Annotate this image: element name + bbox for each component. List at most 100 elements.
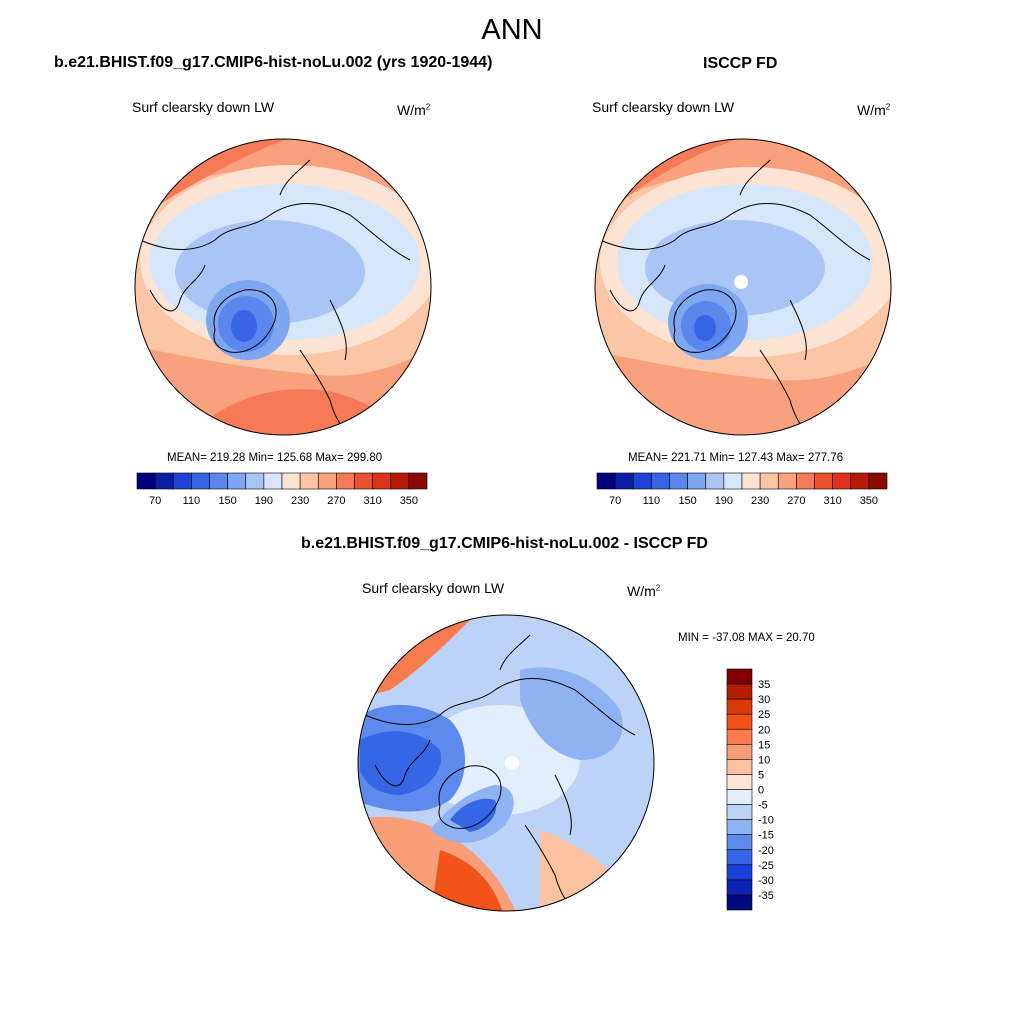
colorbar-3-swatch	[726, 819, 753, 835]
colorbar-3-swatch	[726, 759, 753, 775]
colorbar-1-swatch	[336, 472, 355, 490]
colorbar-3-tick-label: -35	[758, 890, 774, 902]
colorbar-2-swatch	[632, 472, 652, 490]
colorbar-2-tick-label: 270	[787, 495, 805, 507]
colorbar-2-swatch	[669, 472, 688, 490]
colorbar-3-tick-label: 35	[758, 679, 770, 691]
colorbar-2-swatch	[687, 472, 707, 490]
colorbar-2-swatch	[614, 472, 634, 490]
colorbar-3-swatch	[726, 774, 753, 790]
panel-3-variable-label: Surf clearsky down LW	[362, 580, 505, 596]
diff-panel-title: b.e21.BHIST.f09_g17.CMIP6-hist-noLu.002 …	[301, 535, 708, 552]
panel-1-stats: MEAN= 219.28 Min= 125.68 Max= 299.80	[167, 452, 383, 464]
colorbar-2-swatch	[868, 472, 888, 490]
panel-1-title: b.e21.BHIST.f09_g17.CMIP6-hist-noLu.002 …	[54, 54, 493, 71]
colorbar-2-swatch	[651, 472, 670, 490]
colorbar-1-tick-label: 190	[255, 495, 273, 507]
colorbar-2-swatch	[814, 472, 833, 490]
colorbar-3-swatch	[726, 864, 753, 881]
colorbar-2-swatch	[759, 472, 779, 490]
colorbar-1-swatch	[154, 472, 174, 490]
colorbar-2-swatch	[741, 472, 761, 490]
colorbar-2-swatch	[796, 472, 815, 490]
colorbar-3-tick-label: -15	[758, 830, 774, 842]
colorbar-2-swatch	[705, 472, 725, 490]
colorbar-1-swatch	[191, 472, 210, 490]
map-2-coastlines	[599, 159, 871, 435]
colorbar-1-swatch	[245, 472, 265, 490]
colorbar-3: 35 30 25 20 15 10 5 0 -5 -10 -15 -20 -25 -30 -35	[726, 668, 774, 911]
colorbar-3-swatch	[726, 683, 753, 700]
colorbar-3-tick-label: -20	[758, 845, 774, 857]
map-2-border	[594, 138, 892, 436]
colorbar-1-tick-label: 350	[400, 495, 418, 507]
colorbar-2-swatch	[832, 472, 852, 490]
colorbar-3-tick-label: -10	[758, 815, 774, 827]
colorbar-3-tick-label: 25	[758, 709, 770, 721]
panel-2-title: ISCCP FD	[703, 55, 778, 72]
colorbar-1-swatch	[390, 472, 410, 490]
colorbar-3-tick-label: -5	[758, 800, 768, 812]
map-1	[135, 139, 431, 435]
colorbar-3-swatch	[726, 849, 753, 866]
colorbar-2-tick-label: 190	[715, 495, 733, 507]
map-3-coastlines	[364, 634, 636, 911]
colorbar-1-swatch	[172, 472, 192, 490]
colorbar-2-tick-label: 310	[823, 495, 841, 507]
panel-1-units-label: W/m2	[397, 102, 431, 118]
colorbar-2: 70 110 150 190 230 270 310 350	[596, 472, 888, 507]
colorbar-1-swatch	[317, 472, 337, 490]
panel-3-units-label: W/m2	[627, 583, 661, 599]
colorbar-1-tick-label: 150	[218, 495, 236, 507]
colorbar-3-swatch	[726, 728, 753, 745]
colorbar-2-tick-label: 150	[678, 495, 696, 507]
colorbar-3-swatch	[726, 668, 753, 685]
colorbar-2-swatch	[723, 472, 743, 490]
colorbar-1-swatch	[354, 472, 373, 490]
panel-2-variable-label: Surf clearsky down LW	[592, 99, 735, 115]
colorbar-3-tick-label: 10	[758, 754, 770, 766]
colorbar-1-swatch	[263, 472, 283, 490]
panel-2-stats: MEAN= 221.71 Min= 127.43 Max= 277.76	[628, 452, 844, 464]
colorbar-1-tick-label: 230	[291, 495, 309, 507]
colorbar-1-swatch	[281, 472, 301, 490]
colorbar-3-tick-label: 5	[758, 769, 764, 781]
colorbar-3-tick-label: 15	[758, 739, 770, 751]
colorbar-3-swatch	[726, 698, 753, 715]
colorbar-1-tick-label: 270	[327, 495, 345, 507]
colorbar-3-swatch	[726, 879, 753, 896]
colorbar-1-tick-label: 310	[363, 495, 381, 507]
colorbar-1-swatch	[408, 472, 428, 490]
colorbar-3-swatch	[726, 894, 753, 911]
colorbar-2-swatch	[596, 472, 616, 490]
map-1-border	[134, 138, 432, 436]
colorbar-2-swatch	[777, 472, 797, 490]
colorbar-1: 70 110 150 190 230 270 310 350	[136, 472, 428, 507]
colorbar-3-tick-label: 20	[758, 724, 770, 736]
colorbar-3-tick-label: -25	[758, 860, 774, 872]
colorbar-1-swatch	[372, 472, 392, 490]
colorbar-1-swatch	[136, 472, 156, 490]
colorbar-2-tick-label: 110	[643, 495, 661, 507]
colorbar-2-swatch	[850, 472, 870, 490]
colorbar-1-tick-label: 110	[183, 495, 201, 507]
colorbar-3-swatch	[726, 789, 753, 805]
panel-3-stats: MIN = -37.08 MAX = 20.70	[678, 632, 815, 644]
colorbar-1-tick-label: 70	[149, 495, 161, 507]
colorbar-2-tick-label: 350	[860, 495, 878, 507]
colorbar-3-swatch	[726, 834, 753, 851]
colorbar-1-swatch	[299, 472, 319, 490]
colorbar-2-tick-label: 230	[751, 495, 769, 507]
panel-1-variable-label: Surf clearsky down LW	[132, 99, 275, 115]
colorbar-3-tick-label: 30	[758, 694, 770, 706]
colorbar-3-swatch	[726, 804, 753, 820]
panel-2-units-label: W/m2	[857, 102, 891, 118]
colorbar-2-tick-label: 70	[609, 495, 621, 507]
colorbar-3-tick-label: -30	[758, 875, 774, 887]
colorbar-1-swatch	[209, 472, 228, 490]
figure-title: ANN	[481, 14, 543, 46]
colorbar-3-swatch	[726, 744, 753, 760]
map-2	[595, 139, 891, 435]
colorbar-1-swatch	[227, 472, 247, 490]
